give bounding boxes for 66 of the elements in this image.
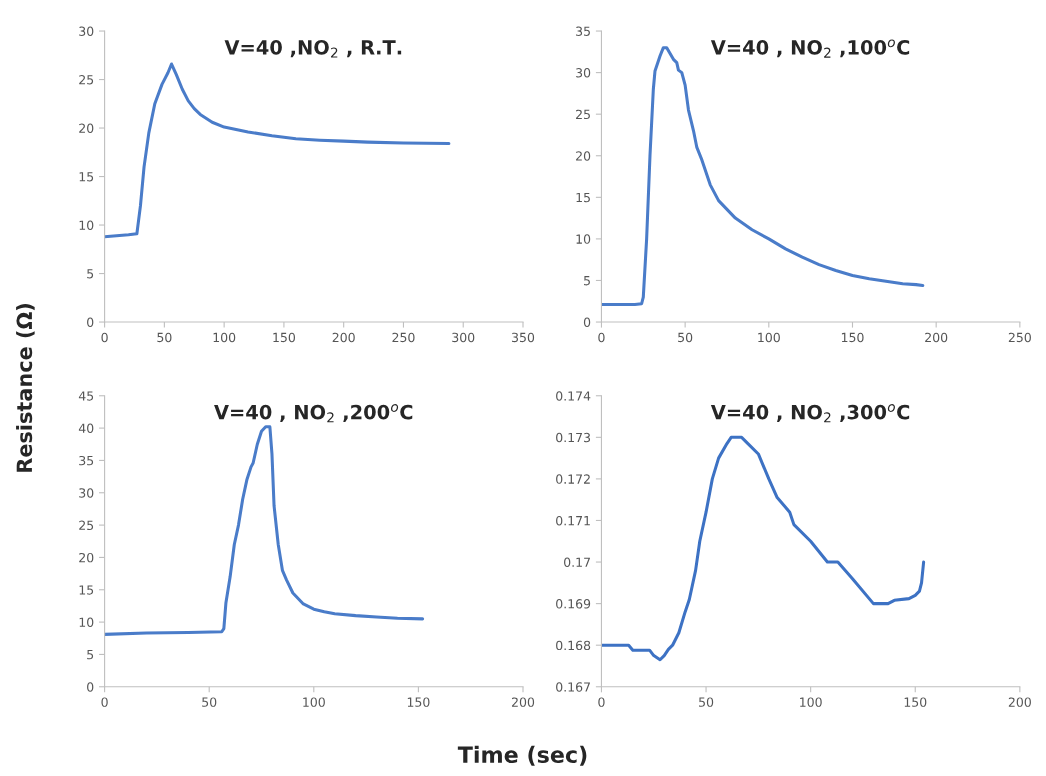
x-tick-label: 50 bbox=[699, 697, 714, 707]
x-tick-label: 200 bbox=[511, 697, 535, 707]
chart-title: V=40 , NO$_{2}$ ,300$^{o}$C bbox=[710, 404, 910, 423]
x-tick-label: 0 bbox=[101, 332, 108, 343]
y-tick-label: 5 bbox=[87, 650, 94, 660]
y-tick-label: 15 bbox=[576, 192, 590, 203]
x-tick-label: 150 bbox=[904, 697, 927, 707]
y-tick-label: 0.173 bbox=[556, 432, 591, 443]
y-tick-label: 20 bbox=[79, 123, 94, 133]
x-tick-label: 0 bbox=[598, 332, 605, 343]
y-tick-label: 35 bbox=[79, 455, 94, 466]
y-tick-label: 25 bbox=[79, 520, 94, 531]
x-tick-label: 250 bbox=[392, 332, 415, 343]
x-tick-label: 100 bbox=[303, 697, 325, 707]
y-tick-label: 15 bbox=[79, 585, 94, 595]
y-tick-label: 10 bbox=[79, 617, 94, 628]
y-tick-label: 0.172 bbox=[556, 474, 590, 484]
y-tick-label: 0.17 bbox=[564, 557, 590, 567]
x-tick-label: 300 bbox=[452, 332, 475, 343]
y-tick-label: 30 bbox=[576, 68, 591, 78]
y-tick-label: 20 bbox=[79, 552, 94, 563]
y-tick-label: 5 bbox=[87, 269, 94, 279]
line-series bbox=[104, 62, 451, 239]
y-tick-label: 40 bbox=[78, 423, 94, 434]
y-tick-label: 15 bbox=[79, 172, 94, 182]
x-tick-label: 200 bbox=[1008, 697, 1031, 707]
y-tick-label: 0 bbox=[87, 317, 94, 327]
x-tick-label: 0 bbox=[598, 697, 605, 707]
x-tick-label: 100 bbox=[800, 697, 822, 707]
line-series bbox=[601, 435, 926, 662]
y-tick-label: 0.174 bbox=[556, 391, 591, 401]
y-tick-label: 35 bbox=[576, 26, 590, 36]
x-tick-label: 100 bbox=[758, 332, 780, 343]
chart-title: V=40 , NO$_{2}$ ,200$^{o}$C bbox=[214, 404, 413, 423]
x-tick-label: 200 bbox=[925, 332, 948, 343]
x-tick-label: 250 bbox=[1008, 332, 1031, 343]
y-tick-label: 0.169 bbox=[556, 599, 591, 609]
x-tick-label: 0 bbox=[101, 697, 108, 707]
y-tick-label: 30 bbox=[79, 488, 94, 498]
y-tick-label: 30 bbox=[79, 26, 94, 36]
x-tick-label: 100 bbox=[213, 332, 236, 343]
x-tick-label: 50 bbox=[202, 697, 217, 707]
y-tick-label: 10 bbox=[79, 220, 94, 230]
y-tick-label: 20 bbox=[576, 151, 591, 161]
chart-title: V=40 ,NO$_{2}$ , R.T. bbox=[224, 39, 402, 58]
x-tick-label: 200 bbox=[332, 332, 355, 343]
x-tick-label: 150 bbox=[841, 332, 864, 343]
x-tick-label: 150 bbox=[407, 697, 430, 707]
x-axis-title: Time (sec) bbox=[457, 745, 587, 766]
x-tick-label: 150 bbox=[273, 332, 296, 343]
y-tick-label: 25 bbox=[576, 109, 590, 120]
y-axis-title: Resistance (Ω) bbox=[16, 304, 35, 472]
y-tick-label: 0 bbox=[87, 682, 94, 692]
y-tick-label: 0.171 bbox=[556, 515, 590, 526]
y-tick-label: 25 bbox=[79, 75, 94, 85]
y-tick-label: 10 bbox=[576, 234, 591, 244]
x-tick-label: 350 bbox=[512, 332, 535, 343]
x-tick-label: 50 bbox=[678, 332, 693, 343]
y-tick-label: 5 bbox=[584, 276, 590, 286]
line-series bbox=[104, 425, 425, 636]
y-tick-label: 0 bbox=[583, 317, 591, 327]
y-tick-label: 0.168 bbox=[556, 640, 591, 651]
y-tick-label: 0.167 bbox=[556, 682, 590, 692]
chart-title: V=40 , NO$_{2}$ ,100$^{o}$C bbox=[710, 39, 910, 58]
y-tick-label: 45 bbox=[78, 391, 94, 401]
x-tick-label: 50 bbox=[157, 332, 172, 343]
